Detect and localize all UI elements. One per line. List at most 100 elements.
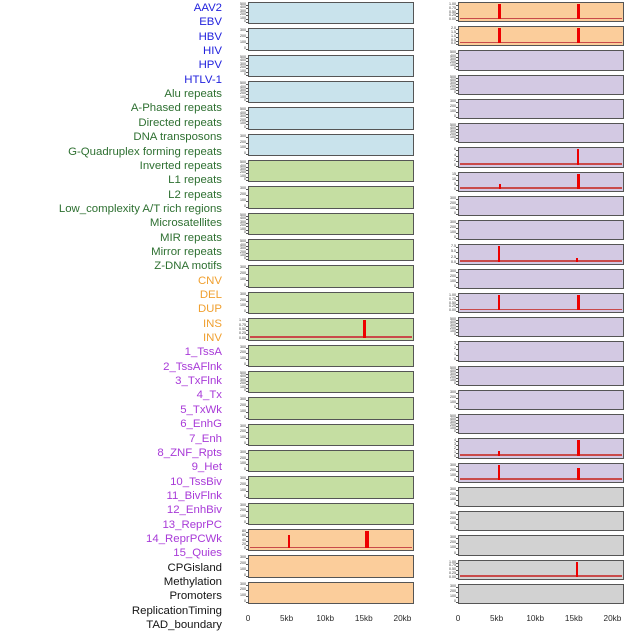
y-tick-mark [246, 285, 248, 287]
y-tick-mark [246, 353, 248, 355]
y-tick-mark [456, 135, 458, 137]
y-tick-mark [456, 29, 458, 31]
y-tick-mark [456, 214, 458, 216]
data-peak-0 [497, 450, 500, 456]
y-tick-mark [246, 334, 248, 336]
y-tick-mark [246, 37, 248, 39]
track-right-panel-18 [458, 438, 624, 459]
y-tick-label: 400 [240, 216, 246, 221]
y-tick-mark [246, 280, 248, 282]
y-tick-mark [246, 505, 248, 507]
row-label-3-txflnk: 3_TxFlnk [175, 375, 222, 388]
y-tick-mark [456, 371, 458, 373]
y-tick-mark [456, 429, 458, 431]
track-right-panel-16 [458, 389, 624, 411]
y-tick-mark [246, 596, 248, 598]
row-label-15-quies: 15_Quies [173, 547, 222, 560]
y-tick-mark [456, 397, 458, 399]
y-tick-label: 1.00 [449, 2, 456, 6]
row-label-directed-repeats: Directed repeats [138, 116, 222, 129]
row-label-promoters: Promoters [169, 590, 222, 603]
y-tick-mark [246, 411, 248, 413]
y-tick-mark [246, 87, 248, 89]
row-label-13-reprpc: 13_ReprPC [162, 518, 222, 531]
track-baseline [460, 575, 622, 577]
track-right-panel-7 [458, 171, 624, 192]
y-tick-label: 0 [454, 332, 456, 337]
y-tick-mark [456, 452, 458, 454]
track-baseline [460, 187, 622, 189]
y-tick-mark [456, 89, 458, 91]
y-tick-label: 0 [454, 429, 456, 434]
y-tick-label: 80 [242, 528, 246, 533]
y-tick-mark [456, 377, 458, 379]
y-tick-label: 300 [450, 98, 456, 103]
y-tick-label: 200 [450, 201, 456, 205]
y-tick-mark [246, 233, 248, 235]
y-tick-label: 0 [244, 493, 246, 498]
y-tick-mark [456, 276, 458, 278]
y-tick-mark [246, 329, 248, 331]
track-right-panel-5 [458, 123, 624, 144]
y-tick-label: 1.0 [451, 33, 456, 38]
y-tick-label: 500 [240, 239, 246, 244]
track-right-panel-13 [458, 317, 624, 338]
y-tick-mark [456, 374, 458, 376]
track-right-panel-14 [458, 341, 624, 362]
y-tick-label: 300 [450, 56, 456, 61]
y-tick-mark [456, 368, 458, 370]
row-label-hbv: HBV [198, 30, 222, 43]
y-tick-mark [456, 179, 458, 181]
data-peak-0 [497, 4, 501, 20]
y-tick-label: 100 [450, 329, 456, 334]
y-tick-mark [246, 522, 248, 524]
y-tick-mark [246, 558, 248, 560]
y-tick-label: 200 [240, 91, 246, 96]
y-tick-mark [456, 62, 458, 64]
row-label-ins: INS [203, 317, 222, 330]
y-tick-label: 0.25 [449, 570, 456, 575]
y-tick-mark [456, 20, 458, 22]
y-tick-label: 400 [240, 84, 246, 89]
data-peak-0 [497, 246, 501, 262]
row-label-z-dna-motifs: Z-DNA motifs [154, 260, 222, 273]
y-tick-label: 0.25 [449, 304, 456, 309]
data-peak-1 [576, 294, 581, 311]
y-tick-mark [456, 553, 458, 555]
y-tick-mark [456, 420, 458, 422]
left-plot-column [248, 0, 422, 608]
right-track-panel: 0.00 0.25 0.50 0.75 1.00 0.0 0.5 1.0 1.5 2.0 0 100 2… [436, 0, 630, 623]
y-tick-label: 1.00 [449, 292, 456, 297]
y-tick-mark [456, 65, 458, 67]
track-right-panel-11 [458, 268, 624, 289]
y-tick-label: 400 [450, 368, 456, 373]
y-tick-label: 300 [450, 220, 456, 225]
y-tick-label: 200 [240, 271, 246, 276]
y-tick-label: 0 [454, 162, 456, 167]
y-tick-label: 100 [240, 384, 246, 389]
y-tick-label: 400 [450, 320, 456, 325]
y-tick-mark [456, 417, 458, 419]
y-tick-mark [456, 117, 458, 119]
track-right-panel-3 [458, 74, 624, 95]
y-tick-label: 300 [240, 265, 246, 270]
y-tick-mark [456, 403, 458, 404]
y-tick-label: 100 [240, 461, 246, 466]
right-y-axis-column: 0.00 0.25 0.50 0.75 1.00 0.0 0.5 1.0 1.5 2.0 0 100 2… [436, 0, 458, 608]
y-tick-mark [456, 184, 458, 186]
y-tick-mark [456, 112, 458, 114]
y-tick-mark [456, 138, 458, 140]
y-tick-label: 2.5 [451, 254, 456, 259]
x-tick-label: 0 [245, 614, 251, 623]
y-tick-label: 100 [240, 356, 246, 361]
x-tick-label: 10kb [526, 614, 545, 623]
y-tick-label: 0 [454, 283, 456, 288]
y-tick-mark [246, 94, 248, 96]
track-left-panel-21 [248, 555, 414, 578]
y-tick-label: 300 [240, 476, 246, 481]
y-tick-label: 5.0 [451, 249, 456, 254]
y-tick-label: 500 [240, 2, 246, 6]
y-tick-label: 400 [240, 242, 246, 247]
y-tick-mark [456, 480, 458, 482]
y-tick-label: 0 [454, 453, 456, 458]
